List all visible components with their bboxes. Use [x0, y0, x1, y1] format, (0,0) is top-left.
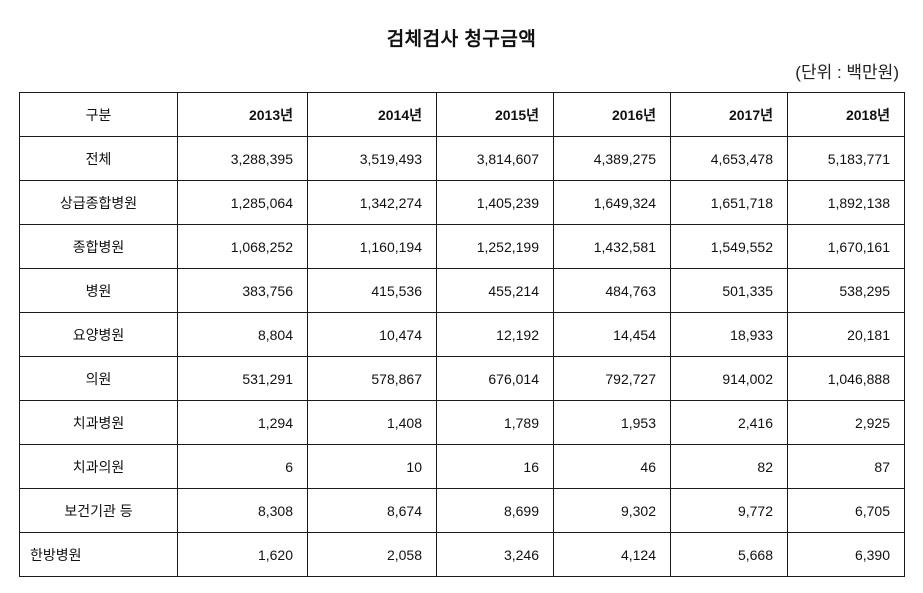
cell-value: 6,390 — [787, 532, 905, 577]
claims-table: 구분 2013년 2014년 2015년 2016년 2017년 2018년 전… — [19, 92, 905, 577]
row-label: 요양병원 — [19, 312, 178, 357]
cell-value: 2,058 — [307, 532, 437, 577]
cell-value: 5,668 — [670, 532, 788, 577]
table-row: 한방병원 1,620 2,058 3,246 4,124 5,668 6,390 — [19, 532, 905, 577]
cell-value: 3,814,607 — [436, 136, 554, 181]
row-label: 보건기관 등 — [19, 488, 178, 533]
cell-value: 676,014 — [436, 356, 554, 401]
table-row: 종합병원 1,068,252 1,160,194 1,252,199 1,432… — [19, 224, 905, 269]
cell-value: 3,246 — [436, 532, 554, 577]
header-2017: 2017년 — [670, 92, 788, 137]
cell-value: 578,867 — [307, 356, 437, 401]
header-category: 구분 — [19, 92, 178, 137]
cell-value: 1,649,324 — [553, 180, 671, 225]
row-label: 한방병원 — [19, 532, 178, 577]
header-2016: 2016년 — [553, 92, 671, 137]
header-2015: 2015년 — [436, 92, 554, 137]
document-title: 검체검사 청구금액 — [386, 29, 537, 50]
cell-value: 4,124 — [553, 532, 671, 577]
cell-value: 46 — [553, 444, 671, 489]
cell-value: 531,291 — [177, 356, 308, 401]
header-2013: 2013년 — [177, 92, 308, 137]
cell-value: 792,727 — [553, 356, 671, 401]
cell-value: 1,405,239 — [436, 180, 554, 225]
row-label: 의원 — [19, 356, 178, 401]
cell-value: 1,789 — [436, 400, 554, 445]
table-row: 전체 3,288,395 3,519,493 3,814,607 4,389,2… — [19, 136, 905, 181]
unit-note: (단위 : 백만원) — [795, 63, 899, 82]
cell-value: 1,892,138 — [787, 180, 905, 225]
cell-value: 87 — [787, 444, 905, 489]
cell-value: 415,536 — [307, 268, 437, 313]
cell-value: 484,763 — [553, 268, 671, 313]
cell-value: 8,674 — [307, 488, 437, 533]
cell-value: 4,389,275 — [553, 136, 671, 181]
cell-value: 538,295 — [787, 268, 905, 313]
table-row: 보건기관 등 8,308 8,674 8,699 9,302 9,772 6,7… — [19, 488, 905, 533]
cell-value: 3,288,395 — [177, 136, 308, 181]
cell-value: 383,756 — [177, 268, 308, 313]
table-row: 의원 531,291 578,867 676,014 792,727 914,0… — [19, 356, 905, 401]
cell-value: 1,285,064 — [177, 180, 308, 225]
cell-value: 1,408 — [307, 400, 437, 445]
header-2014: 2014년 — [307, 92, 437, 137]
cell-value: 12,192 — [436, 312, 554, 357]
row-label: 병원 — [19, 268, 178, 313]
cell-value: 1,252,199 — [436, 224, 554, 269]
cell-value: 10,474 — [307, 312, 437, 357]
cell-value: 9,302 — [553, 488, 671, 533]
cell-value: 4,653,478 — [670, 136, 788, 181]
cell-value: 1,549,552 — [670, 224, 788, 269]
header-2018: 2018년 — [787, 92, 905, 137]
cell-value: 20,181 — [787, 312, 905, 357]
cell-value: 8,804 — [177, 312, 308, 357]
cell-value: 5,183,771 — [787, 136, 905, 181]
cell-value: 1,068,252 — [177, 224, 308, 269]
cell-value: 2,925 — [787, 400, 905, 445]
cell-value: 14,454 — [553, 312, 671, 357]
cell-value: 10 — [307, 444, 437, 489]
cell-value: 82 — [670, 444, 788, 489]
cell-value: 2,416 — [670, 400, 788, 445]
row-label: 치과의원 — [19, 444, 178, 489]
row-label: 상급종합병원 — [19, 180, 178, 225]
cell-value: 1,046,888 — [787, 356, 905, 401]
cell-value: 16 — [436, 444, 554, 489]
table-row: 상급종합병원 1,285,064 1,342,274 1,405,239 1,6… — [19, 180, 905, 225]
cell-value: 455,214 — [436, 268, 554, 313]
cell-value: 1,620 — [177, 532, 308, 577]
cell-value: 1,294 — [177, 400, 308, 445]
cell-value: 9,772 — [670, 488, 788, 533]
header-row: 구분 2013년 2014년 2015년 2016년 2017년 2018년 — [19, 92, 905, 137]
row-label: 전체 — [19, 136, 178, 181]
cell-value: 8,699 — [436, 488, 554, 533]
cell-value: 6 — [177, 444, 308, 489]
cell-value: 1,342,274 — [307, 180, 437, 225]
cell-value: 914,002 — [670, 356, 788, 401]
table-row: 병원 383,756 415,536 455,214 484,763 501,3… — [19, 268, 905, 313]
cell-value: 1,953 — [553, 400, 671, 445]
cell-value: 6,705 — [787, 488, 905, 533]
cell-value: 18,933 — [670, 312, 788, 357]
row-label: 치과병원 — [19, 400, 178, 445]
cell-value: 501,335 — [670, 268, 788, 313]
table-row: 요양병원 8,804 10,474 12,192 14,454 18,933 2… — [19, 312, 905, 357]
table-row: 치과의원 6 10 16 46 82 87 — [19, 444, 905, 489]
cell-value: 3,519,493 — [307, 136, 437, 181]
cell-value: 1,651,718 — [670, 180, 788, 225]
cell-value: 1,160,194 — [307, 224, 437, 269]
cell-value: 1,432,581 — [553, 224, 671, 269]
cell-value: 1,670,161 — [787, 224, 905, 269]
row-label: 종합병원 — [19, 224, 178, 269]
cell-value: 8,308 — [177, 488, 308, 533]
table-row: 치과병원 1,294 1,408 1,789 1,953 2,416 2,925 — [19, 400, 905, 445]
